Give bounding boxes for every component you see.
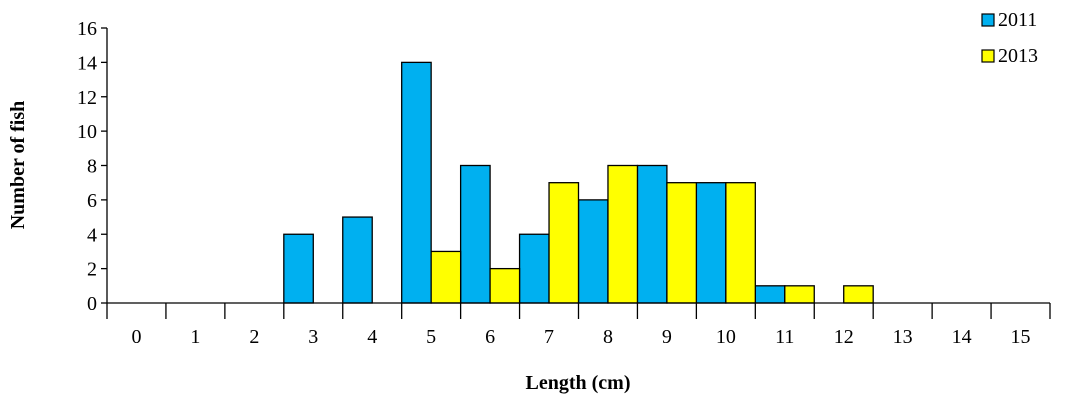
bar-2011-7 xyxy=(518,233,550,304)
bar-2013-7 xyxy=(548,182,580,304)
bars-group xyxy=(283,61,874,304)
y-axis-title: Number of fish xyxy=(7,101,29,230)
y-tick-label-10: 10 xyxy=(77,121,97,143)
bar-2011-4 xyxy=(342,216,373,304)
legend: 2011 2013 xyxy=(981,9,1038,67)
legend-label-2011: 2011 xyxy=(998,9,1037,31)
x-axis-title: Length (cm) xyxy=(526,372,631,394)
x-tick-label-12: 12 xyxy=(834,326,854,348)
bar-2011-11 xyxy=(754,285,786,304)
x-tick-label-15: 15 xyxy=(1011,326,1031,348)
x-tick-label-7: 7 xyxy=(544,326,554,348)
legend-swatch-2011 xyxy=(981,13,995,27)
bar-2013-6 xyxy=(489,267,521,304)
bar-2011-6 xyxy=(459,164,491,304)
x-tick-label-5: 5 xyxy=(426,326,436,348)
x-tick-label-14: 14 xyxy=(952,326,972,348)
bar-2011-10 xyxy=(695,182,727,304)
x-tick-label-2: 2 xyxy=(249,326,259,348)
bar-2013-5 xyxy=(430,250,462,304)
y-tick-label-2: 2 xyxy=(87,259,97,281)
bar-2013-12 xyxy=(843,285,874,304)
bar-2013-10 xyxy=(725,182,756,304)
bar-2011-9 xyxy=(636,164,668,304)
y-tick-label-8: 8 xyxy=(87,156,97,178)
bar-2013-8 xyxy=(607,164,639,304)
y-tick-label-16: 16 xyxy=(77,18,97,40)
y-tick-label-6: 6 xyxy=(87,190,97,212)
x-tick-label-10: 10 xyxy=(716,326,736,348)
y-tick-label-4: 4 xyxy=(87,224,97,246)
y-tick-label-0: 0 xyxy=(87,293,97,315)
bar-2011-8 xyxy=(577,199,609,304)
x-tick-label-9: 9 xyxy=(662,326,672,348)
x-tick-label-8: 8 xyxy=(603,326,613,348)
bar-2011-3 xyxy=(283,233,314,304)
legend-label-2013: 2013 xyxy=(998,45,1038,67)
legend-swatch-2013 xyxy=(981,49,995,63)
x-tick-label-1: 1 xyxy=(190,326,200,348)
x-tick-label-13: 13 xyxy=(893,326,913,348)
x-tick-label-6: 6 xyxy=(485,326,495,348)
y-tick-label-12: 12 xyxy=(77,87,97,109)
x-tick-label-3: 3 xyxy=(308,326,318,348)
x-tick-label-11: 11 xyxy=(775,326,794,348)
bar-2013-11 xyxy=(784,285,815,304)
x-tick-label-0: 0 xyxy=(131,326,141,348)
bar-2013-9 xyxy=(666,182,698,304)
y-tick-label-14: 14 xyxy=(77,52,97,74)
x-tick-label-4: 4 xyxy=(367,326,377,348)
bar-2011-5 xyxy=(401,61,432,304)
